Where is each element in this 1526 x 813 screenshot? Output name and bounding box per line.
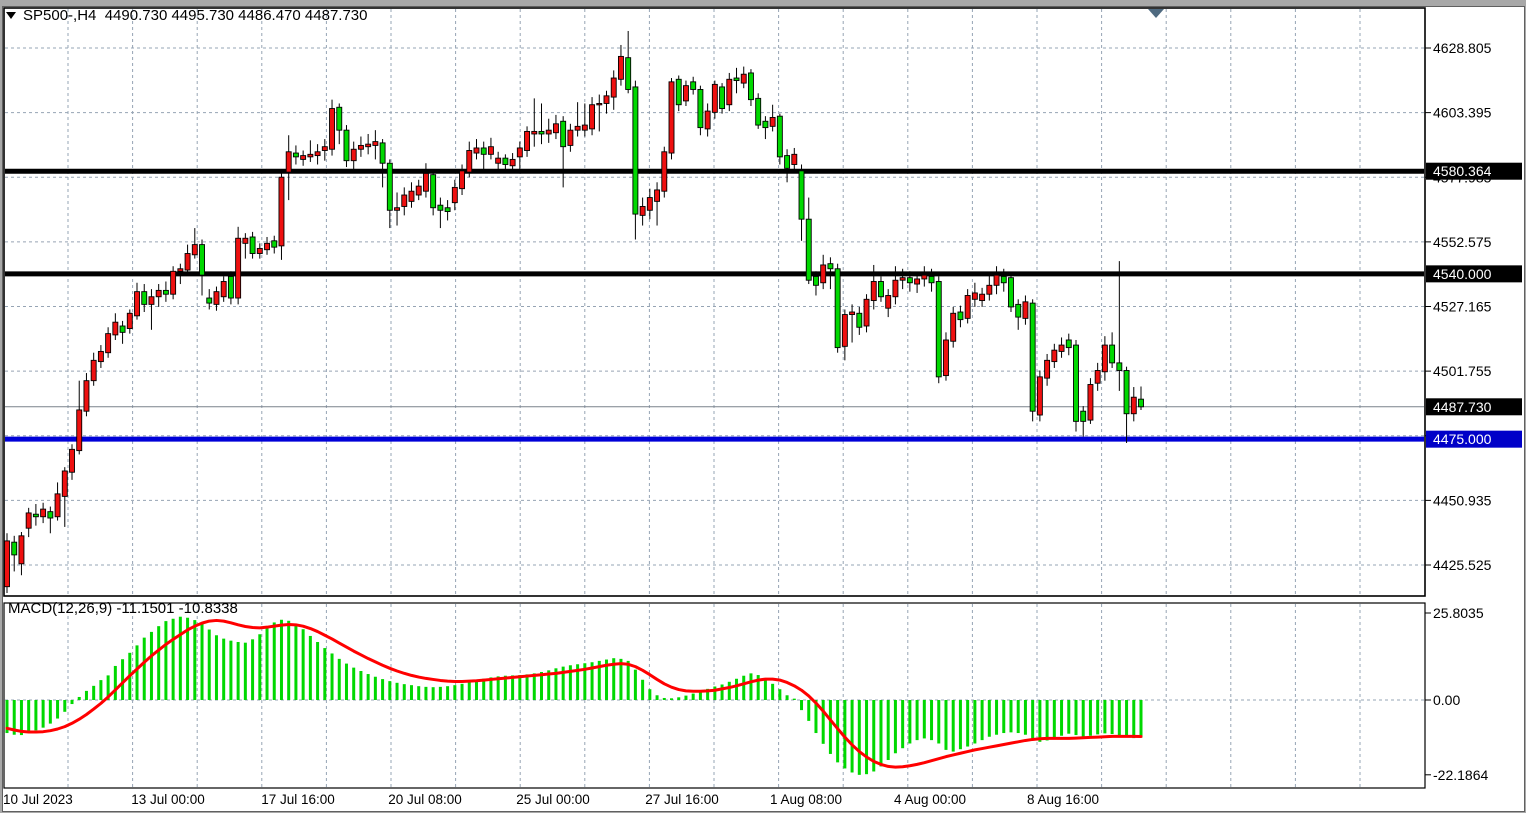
time-tick-label: 17 Jul 16:00	[261, 792, 335, 807]
price-badge	[1426, 398, 1522, 416]
time-tick-label: 8 Aug 16:00	[1027, 792, 1099, 807]
time-tick-label: 1 Aug 08:00	[770, 792, 842, 807]
grid	[5, 9, 1424, 787]
macd-tick-label: 25.8035	[1433, 605, 1484, 621]
macd-histogram	[5, 616, 1143, 775]
price-badge	[1426, 162, 1522, 180]
price-tick-label: 4552.575	[1433, 234, 1492, 250]
price-tick-label: 4425.525	[1433, 557, 1492, 573]
price-badge-label: 4487.730	[1433, 399, 1492, 415]
time-tick-label: 4 Aug 00:00	[894, 792, 966, 807]
price-badge	[1426, 430, 1522, 448]
chart-title-ohlc: SP500-,H4 4490.730 4495.730 4486.470 448…	[23, 6, 368, 24]
price-badge-label: 4580.364	[1433, 163, 1492, 179]
time-tick-label: 27 Jul 16:00	[645, 792, 719, 807]
price-tick-label: 4501.755	[1433, 363, 1492, 379]
macd-signal-line	[5, 618, 1143, 769]
price-badge-label: 4540.000	[1433, 266, 1492, 282]
symbol-dropdown-icon[interactable]	[6, 11, 16, 19]
macd-tick-label: 0.00	[1433, 692, 1460, 708]
time-tick-label: 25 Jul 00:00	[516, 792, 590, 807]
price-tick-label: 4628.805	[1433, 40, 1492, 56]
price-tick-label: 4603.395	[1433, 105, 1492, 121]
price-badge-label: 4475.000	[1433, 431, 1492, 447]
chart-title-row: SP500-,H4 4490.730 4495.730 4486.470 448…	[6, 5, 367, 25]
time-tick-label: 10 Jul 2023	[3, 792, 73, 807]
macd-indicator-label: MACD(12,26,9) -11.1501 -10.8338	[8, 600, 238, 617]
price-badge	[1426, 265, 1522, 283]
level-lines	[5, 168, 1424, 442]
price-tick-label: 4450.935	[1433, 492, 1492, 508]
macd-tick-label: -22.1864	[1433, 767, 1488, 783]
candlestick-series	[4, 30, 1144, 594]
price-axis[interactable]: 4628.8054603.3954577.9854552.5754527.165…	[1425, 40, 1522, 573]
macd-axis[interactable]: 25.8035 0.00 -22.1864	[1425, 605, 1488, 783]
time-tick-label: 20 Jul 08:00	[388, 792, 462, 807]
price-tick-label: 4527.165	[1433, 299, 1492, 315]
time-tick-label: 13 Jul 00:00	[131, 792, 205, 807]
time-axis[interactable]: 10 Jul 2023 13 Jul 00:00 17 Jul 16:00 20 Ju…	[3, 792, 1099, 807]
chart-shift-marker-icon[interactable]	[1148, 9, 1164, 18]
